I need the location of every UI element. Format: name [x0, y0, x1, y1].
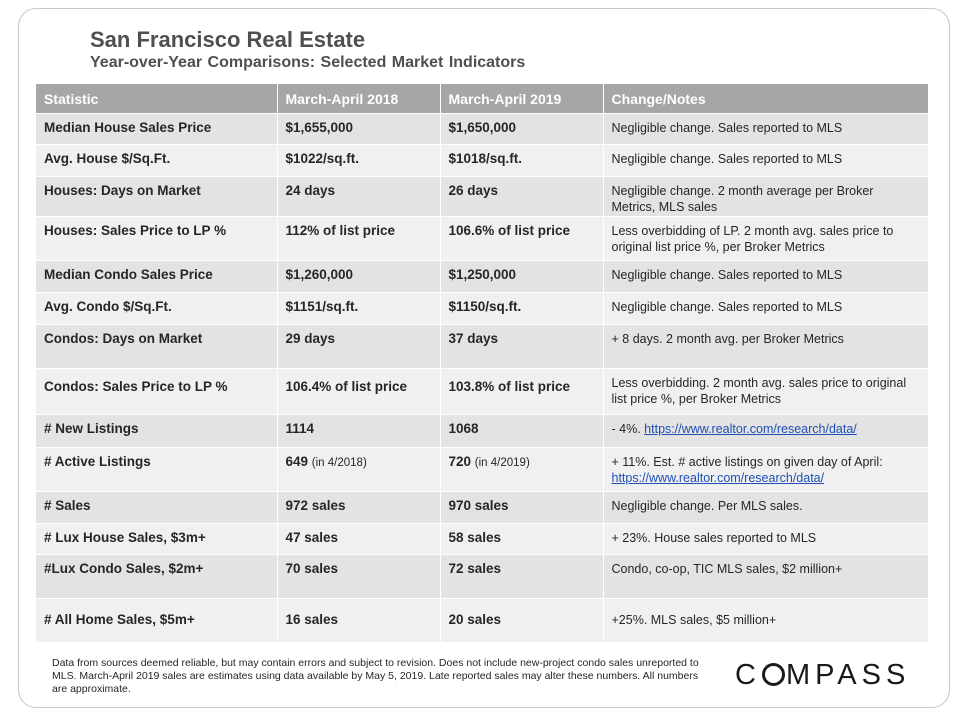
row-value-2018: 649 (in 4/2018) — [277, 447, 441, 492]
row-statistic: Avg. House $/Sq.Ft. — [36, 144, 278, 177]
table-header-row: Statistic March-April 2018 March-April 2… — [36, 84, 929, 114]
row-statistic: # Active Listings — [36, 447, 278, 492]
row-statistic: Avg. Condo $/Sq.Ft. — [36, 292, 278, 325]
row-note: + 11%. Est. # active listings on given d… — [603, 447, 929, 492]
value-main: 720 — [448, 454, 472, 469]
row-note: Condo, co-op, TIC MLS sales, $2 million+ — [603, 554, 929, 599]
footer-disclaimer: Data from sources deemed reliable, but m… — [52, 657, 699, 695]
note-text: + 11%. Est. # active listings on given d… — [611, 455, 883, 469]
logo-letter-c: C — [735, 659, 761, 691]
row-value-2019: $1018/sq.ft. — [440, 144, 604, 177]
logo-ring-icon — [761, 663, 785, 686]
row-note: Less overbidding of LP. 2 month avg. sal… — [603, 216, 929, 261]
row-value-2019: 26 days — [440, 176, 604, 217]
row-note: + 23%. House sales reported to MLS — [603, 523, 929, 555]
row-value-2018: $1,260,000 — [277, 260, 441, 293]
row-value-2019: 106.6% of list price — [440, 216, 604, 261]
table-row: Condos: Sales Price to LP % 106.4% of li… — [36, 368, 929, 415]
table-row: # New Listings 1114 1068 - 4%. https://w… — [36, 414, 929, 448]
row-statistic: Condos: Days on Market — [36, 324, 278, 369]
table-row: Houses: Sales Price to LP % 112% of list… — [36, 216, 929, 261]
value-date-note: (in 4/2018) — [311, 457, 367, 469]
row-note: Negligible change. Sales reported to MLS — [603, 292, 929, 325]
row-note: +25%. MLS sales, $5 million+ — [603, 598, 929, 642]
realtor-data-link[interactable]: https://www.realtor.com/research/data/ — [644, 422, 857, 436]
row-note: Negligible change. Sales reported to MLS — [603, 260, 929, 293]
row-statistic: # All Home Sales, $5m+ — [36, 598, 278, 642]
row-value-2018: 972 sales — [277, 491, 441, 524]
column-header-notes: Change/Notes — [603, 84, 929, 114]
table-row: Median House Sales Price $1,655,000 $1,6… — [36, 113, 929, 145]
row-value-2018: 1114 — [277, 414, 441, 448]
page-title: San Francisco Real Estate — [90, 27, 366, 52]
row-value-2018: 112% of list price — [277, 216, 441, 261]
row-note: Negligible change. 2 month average per B… — [603, 176, 929, 217]
row-value-2018: 29 days — [277, 324, 441, 369]
table-row: # All Home Sales, $5m+ 16 sales 20 sales… — [36, 598, 929, 642]
column-header-statistic: Statistic — [36, 84, 278, 114]
table-row: # Sales 972 sales 970 sales Negligible c… — [36, 491, 929, 524]
table-row: Median Condo Sales Price $1,260,000 $1,2… — [36, 260, 929, 293]
table-row: Avg. House $/Sq.Ft. $1022/sq.ft. $1018/s… — [36, 144, 929, 177]
row-value-2019: 720 (in 4/2019) — [440, 447, 604, 492]
row-value-2019: $1,250,000 — [440, 260, 604, 293]
row-statistic: Median House Sales Price — [36, 113, 278, 145]
row-statistic: # Lux House Sales, $3m+ — [36, 523, 278, 555]
row-note: Less overbidding. 2 month avg. sales pri… — [603, 368, 929, 415]
note-text: - 4%. — [611, 422, 641, 436]
row-value-2018: $1022/sq.ft. — [277, 144, 441, 177]
row-value-2018: 47 sales — [277, 523, 441, 555]
row-value-2018: 70 sales — [277, 554, 441, 599]
row-statistic: Median Condo Sales Price — [36, 260, 278, 293]
value-date-note: (in 4/2019) — [474, 457, 530, 469]
row-note: Negligible change. Sales reported to MLS — [603, 144, 929, 177]
row-statistic: Condos: Sales Price to LP % — [36, 368, 278, 415]
row-value-2019: 1068 — [440, 414, 604, 448]
logo-letters: MPASS — [785, 659, 911, 691]
table-row: # Lux House Sales, $3m+ 47 sales 58 sale… — [36, 523, 929, 555]
row-value-2018: 24 days — [277, 176, 441, 217]
row-statistic: #Lux Condo Sales, $2m+ — [36, 554, 278, 599]
row-value-2019: $1,650,000 — [440, 113, 604, 145]
row-value-2018: 16 sales — [277, 598, 441, 642]
row-value-2019: 58 sales — [440, 523, 604, 555]
row-note: Negligible change. Sales reported to MLS — [603, 113, 929, 145]
realtor-data-link[interactable]: https://www.realtor.com/research/data/ — [611, 471, 825, 485]
row-value-2019: $1150/sq.ft. — [440, 292, 604, 325]
page-subtitle: Year-over-Year Comparisons: Selected Mar… — [90, 54, 526, 71]
market-indicators-table: Statistic March-April 2018 March-April 2… — [36, 84, 929, 642]
row-value-2019: 72 sales — [440, 554, 604, 599]
row-value-2018: $1,655,000 — [277, 113, 441, 145]
row-value-2019: 20 sales — [440, 598, 604, 642]
row-value-2018: $1151/sq.ft. — [277, 292, 441, 325]
table-row: Houses: Days on Market 24 days 26 days N… — [36, 176, 929, 217]
column-header-2018: March-April 2018 — [277, 84, 441, 114]
table-row: Avg. Condo $/Sq.Ft. $1151/sq.ft. $1150/s… — [36, 292, 929, 325]
row-statistic: Houses: Sales Price to LP % — [36, 216, 278, 261]
row-statistic: # Sales — [36, 491, 278, 524]
row-note: - 4%. https://www.realtor.com/research/d… — [603, 414, 929, 448]
row-value-2018: 106.4% of list price — [277, 368, 441, 415]
row-value-2019: 970 sales — [440, 491, 604, 524]
row-statistic: Houses: Days on Market — [36, 176, 278, 217]
compass-logo: C MPASS — [735, 659, 910, 692]
row-statistic: # New Listings — [36, 414, 278, 448]
table-row: Condos: Days on Market 29 days 37 days +… — [36, 324, 929, 369]
row-value-2019: 37 days — [440, 324, 604, 369]
table-row: # Active Listings 649 (in 4/2018) 720 (i… — [36, 447, 929, 492]
value-main: 649 — [285, 454, 309, 469]
column-header-2019: March-April 2019 — [440, 84, 604, 114]
row-value-2019: 103.8% of list price — [440, 368, 604, 415]
row-note: Negligible change. Per MLS sales. — [603, 491, 929, 524]
table-row: #Lux Condo Sales, $2m+ 70 sales 72 sales… — [36, 554, 929, 599]
row-note: + 8 days. 2 month avg. per Broker Metric… — [603, 324, 929, 369]
